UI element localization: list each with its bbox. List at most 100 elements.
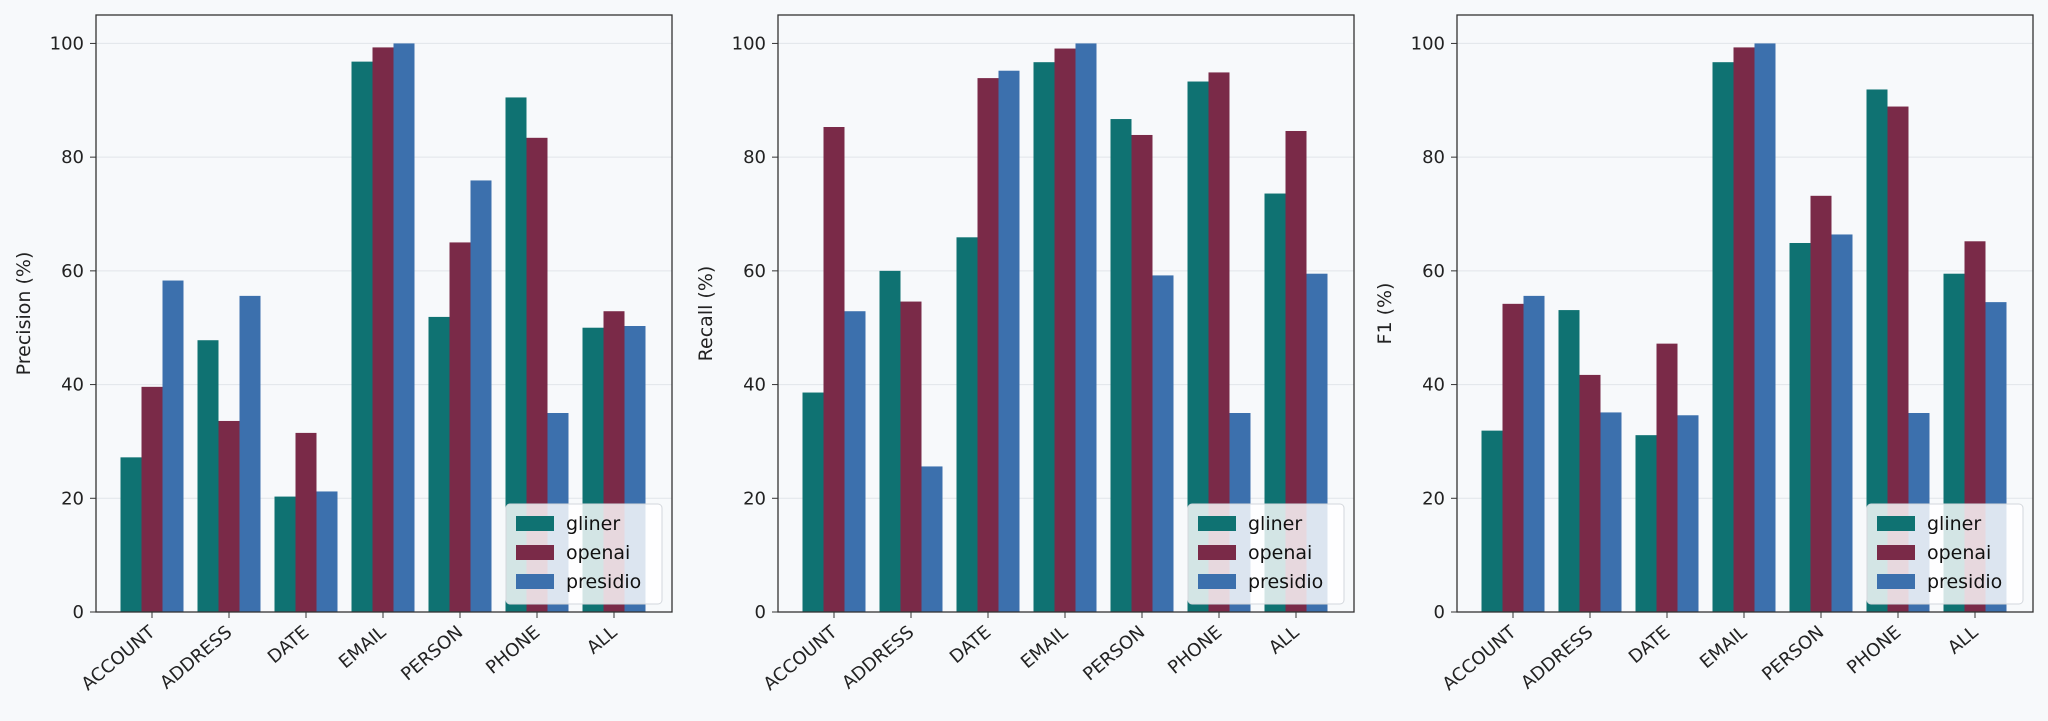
y-tick-label: 100 — [732, 33, 766, 54]
bar-openai-email — [1733, 47, 1755, 613]
bar-openai-email — [372, 47, 394, 613]
bar-openai-account — [823, 127, 845, 612]
bar-gliner-person — [428, 316, 450, 612]
y-tick-label: 0 — [1434, 602, 1445, 623]
legend-swatch-presidio — [1198, 574, 1236, 589]
bar-openai-date — [1656, 343, 1678, 612]
y-axis-label: F1 (%) — [1374, 283, 1396, 345]
y-tick-label: 20 — [743, 488, 766, 509]
bar-openai-person — [1131, 134, 1153, 612]
legend-label-openai: openai — [1248, 542, 1312, 564]
legend-label-gliner: gliner — [1927, 513, 1981, 535]
bar-presidio-date — [998, 70, 1020, 613]
bar-gliner-phone — [1187, 81, 1209, 613]
legend-swatch-gliner — [1198, 516, 1236, 531]
bar-openai-phone — [526, 137, 548, 612]
y-tick-label: 80 — [1422, 147, 1445, 168]
legend: gliner openai presidio — [1187, 503, 1345, 605]
legend-swatch-openai — [1877, 545, 1915, 560]
plot-frame — [95, 14, 673, 613]
legend-swatch-gliner — [516, 516, 554, 531]
y-tick-label: 80 — [61, 147, 84, 168]
legend-swatch-presidio — [516, 574, 554, 589]
bar-gliner-account — [120, 457, 142, 612]
bar-gliner-date — [274, 496, 296, 612]
bar-openai-date — [295, 432, 317, 612]
bar-openai-address — [900, 301, 922, 612]
bar-presidio-email — [393, 43, 415, 612]
bar-gliner-email — [1033, 62, 1055, 613]
bar-presidio-person — [1831, 234, 1853, 612]
y-tick-label: 40 — [61, 375, 84, 396]
y-tick-label: 60 — [1422, 261, 1445, 282]
bar-gliner-address — [879, 270, 901, 612]
bar-gliner-email — [351, 61, 373, 612]
bar-presidio-address — [1600, 412, 1622, 612]
legend-swatch-openai — [1198, 545, 1236, 560]
bar-openai-address — [218, 420, 240, 612]
bar-gliner-person — [1789, 242, 1811, 613]
y-tick-label: 0 — [755, 602, 766, 623]
bar-presidio-date — [316, 491, 338, 612]
bar-gliner-account — [1481, 430, 1503, 612]
bar-openai-account — [1502, 303, 1524, 612]
bar-gliner-phone — [505, 97, 527, 612]
bar-gliner-person — [1110, 119, 1132, 612]
bar-gliner-address — [1558, 310, 1580, 612]
bar-presidio-address — [239, 295, 261, 612]
bar-presidio-account — [1523, 295, 1545, 612]
y-tick-label: 40 — [1422, 375, 1445, 396]
bar-gliner-email — [1712, 62, 1734, 613]
bar-presidio-person — [1152, 275, 1174, 612]
bar-presidio-date — [1677, 415, 1699, 612]
legend-label-openai: openai — [1927, 542, 1991, 564]
bar-presidio-email — [1754, 43, 1776, 612]
y-tick-label: 20 — [61, 488, 84, 509]
bar-gliner-address — [197, 340, 219, 612]
y-tick-label: 60 — [743, 261, 766, 282]
y-tick-label: 100 — [50, 33, 84, 54]
bar-gliner-date — [956, 237, 978, 612]
legend-swatch-gliner — [1877, 516, 1915, 531]
bar-presidio-account — [844, 311, 866, 612]
bar-openai-account — [141, 386, 163, 612]
plot-frame — [777, 14, 1355, 613]
bar-gliner-phone — [1866, 89, 1888, 613]
y-axis-label: Recall (%) — [695, 266, 717, 362]
legend: gliner openai presidio — [505, 503, 663, 605]
plot-frame — [1456, 14, 2034, 613]
bar-openai-phone — [1208, 72, 1230, 612]
bar-openai-all — [1285, 130, 1307, 612]
y-tick-label: 20 — [1422, 488, 1445, 509]
legend: gliner openai presidio — [1866, 503, 2024, 605]
bar-openai-person — [449, 242, 471, 612]
bar-presidio-account — [162, 280, 184, 612]
bar-openai-address — [1579, 374, 1601, 612]
bar-openai-email — [1054, 48, 1076, 612]
bar-openai-person — [1810, 195, 1832, 612]
y-tick-label: 40 — [743, 375, 766, 396]
bar-presidio-person — [470, 180, 492, 612]
bar-openai-phone — [1887, 106, 1909, 612]
y-tick-label: 60 — [61, 261, 84, 282]
legend-label-gliner: gliner — [566, 513, 620, 535]
legend-swatch-presidio — [1877, 574, 1915, 589]
bar-presidio-email — [1075, 43, 1097, 612]
legend-label-openai: openai — [566, 542, 630, 564]
legend-label-presidio: presidio — [566, 571, 641, 593]
y-tick-label: 0 — [73, 602, 84, 623]
y-tick-label: 80 — [743, 147, 766, 168]
legend-swatch-openai — [516, 545, 554, 560]
bar-openai-date — [977, 78, 999, 612]
legend-label-gliner: gliner — [1248, 513, 1302, 535]
bar-gliner-date — [1635, 435, 1657, 612]
y-axis-label: Precision (%) — [13, 252, 35, 376]
legend-label-presidio: presidio — [1927, 571, 2002, 593]
legend-label-presidio: presidio — [1248, 571, 1323, 593]
bar-gliner-account — [802, 392, 824, 612]
bar-presidio-address — [921, 466, 943, 612]
